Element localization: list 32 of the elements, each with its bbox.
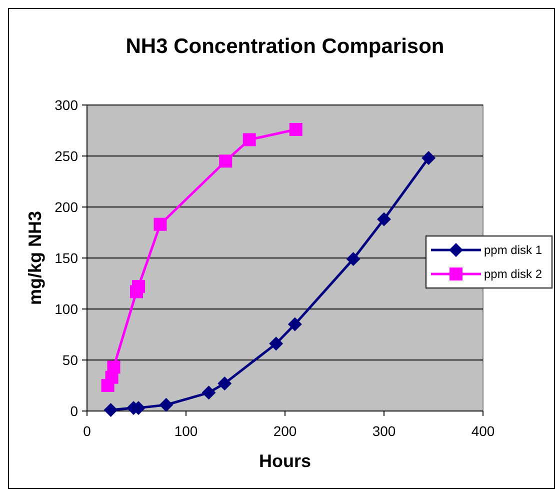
point bbox=[154, 218, 167, 231]
chart-title: NH3 Concentration Comparison bbox=[126, 35, 444, 58]
point bbox=[219, 154, 232, 168]
y-tick-label: 100 bbox=[54, 300, 78, 317]
x-tick-label: 100 bbox=[174, 423, 198, 439]
point bbox=[132, 280, 145, 294]
point bbox=[107, 360, 120, 374]
x-axis-title: Hours bbox=[258, 451, 312, 471]
legend-label: ppm disk 1 bbox=[484, 243, 542, 258]
point bbox=[289, 122, 302, 136]
y-axis-title: mg/kg NH3 bbox=[25, 210, 45, 306]
x-tick-label: 400 bbox=[471, 423, 495, 439]
point bbox=[346, 252, 360, 266]
point bbox=[159, 398, 174, 412]
y-tick-label: 200 bbox=[54, 198, 78, 215]
point bbox=[422, 151, 436, 166]
legend-label: ppm disk 2 bbox=[484, 267, 542, 282]
x-tick-label: 300 bbox=[372, 423, 396, 439]
point bbox=[202, 386, 216, 400]
y-tick-label: 250 bbox=[54, 148, 78, 164]
x-tick-label: 0 bbox=[83, 423, 92, 439]
point bbox=[104, 402, 118, 417]
point bbox=[242, 133, 256, 146]
point bbox=[377, 212, 391, 226]
point bbox=[288, 317, 302, 332]
y-tick-label: 0 bbox=[70, 402, 78, 419]
point bbox=[269, 336, 284, 351]
x-tick-label: 200 bbox=[273, 423, 297, 439]
y-tick-label: 150 bbox=[54, 250, 78, 266]
y-tick-label: 300 bbox=[54, 96, 78, 113]
point bbox=[218, 376, 232, 390]
y-tick-label: 50 bbox=[62, 352, 78, 368]
